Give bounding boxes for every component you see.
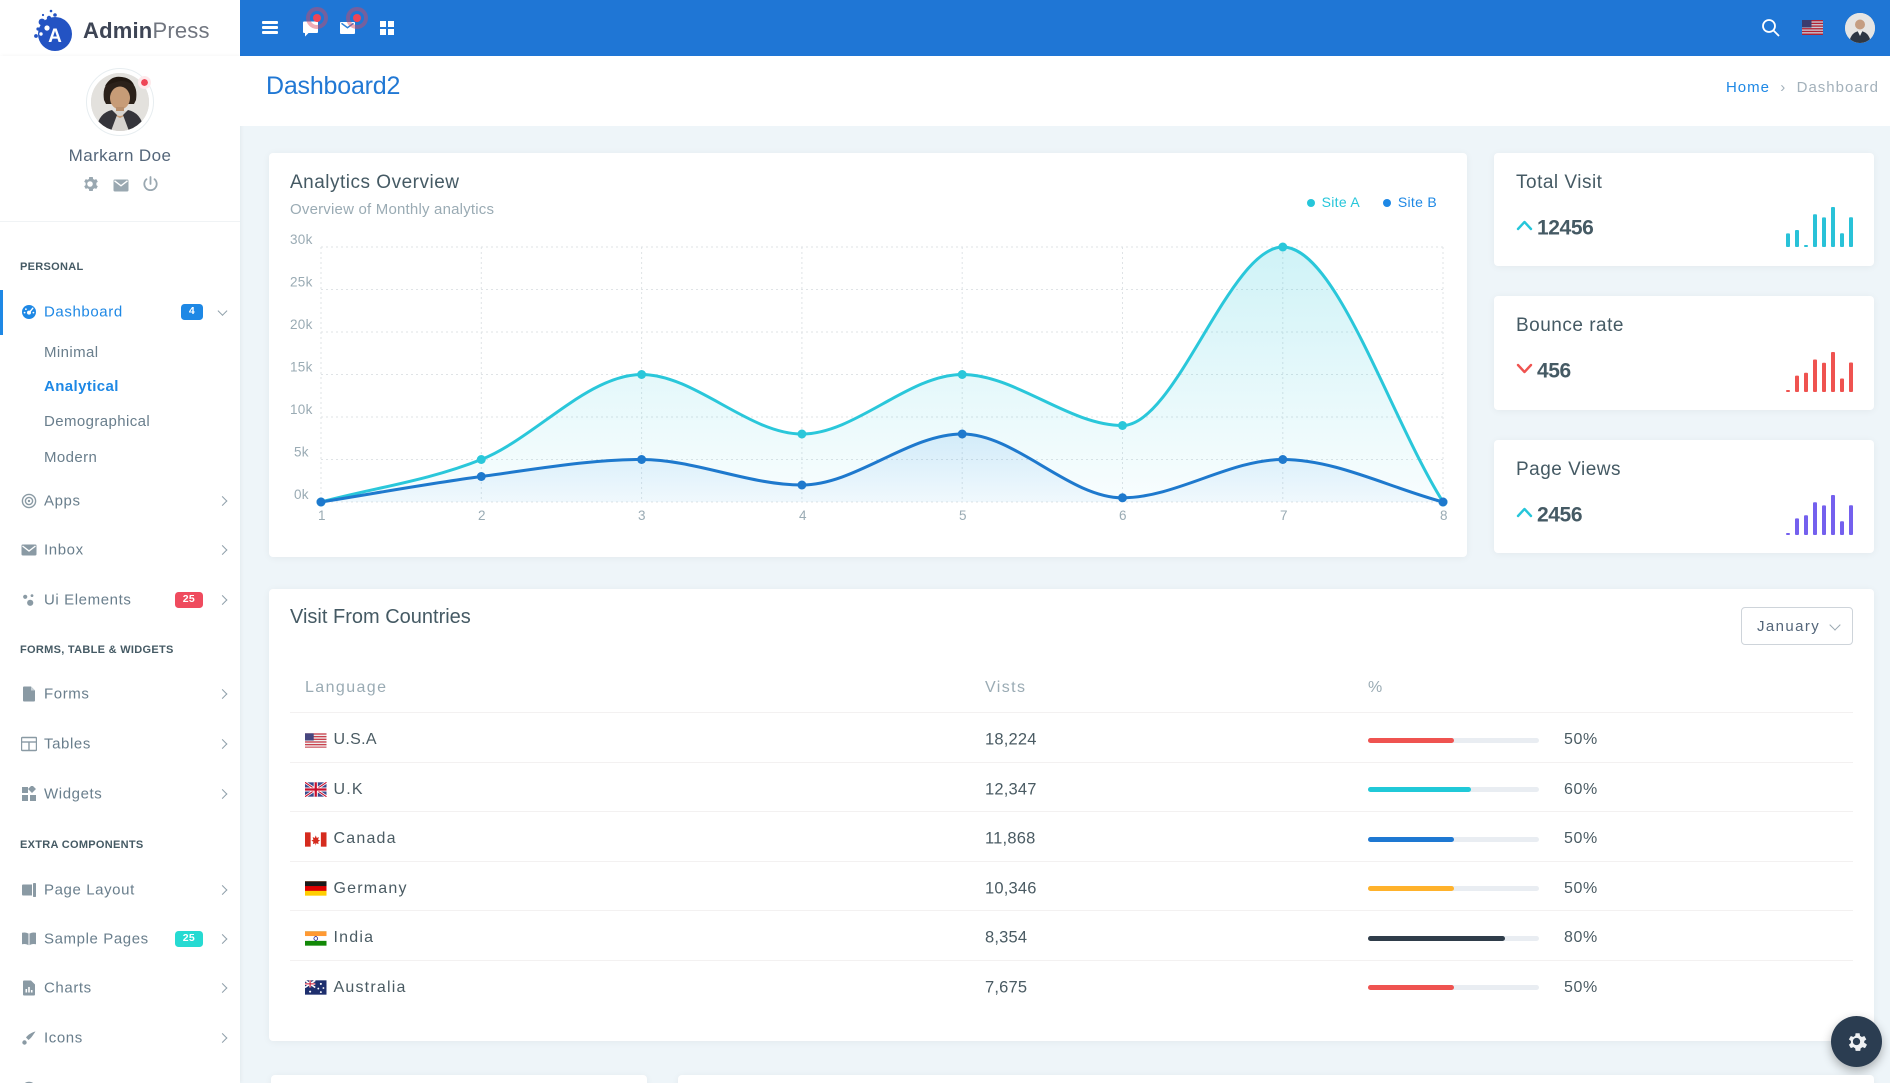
svg-text:3: 3 bbox=[638, 508, 646, 523]
svg-text:1: 1 bbox=[318, 508, 326, 523]
svg-text:10k: 10k bbox=[290, 402, 313, 417]
svg-text:30k: 30k bbox=[290, 232, 313, 247]
svg-text:5: 5 bbox=[959, 508, 967, 523]
svg-text:456: 456 bbox=[1537, 360, 1571, 383]
svg-text:0k: 0k bbox=[294, 487, 309, 502]
svg-text:2: 2 bbox=[478, 508, 486, 523]
svg-text:25k: 25k bbox=[290, 275, 313, 290]
svg-text:A: A bbox=[48, 26, 62, 47]
svg-text:5k: 5k bbox=[294, 445, 309, 460]
svg-text:6: 6 bbox=[1119, 508, 1127, 523]
svg-text:2456: 2456 bbox=[1537, 504, 1582, 527]
svg-text:7: 7 bbox=[1280, 508, 1288, 523]
svg-text:4: 4 bbox=[799, 508, 807, 523]
svg-text:8: 8 bbox=[1440, 508, 1448, 523]
svg-text:20k: 20k bbox=[290, 317, 313, 332]
svg-text:15k: 15k bbox=[290, 360, 313, 375]
svg-text:12456: 12456 bbox=[1537, 217, 1593, 240]
